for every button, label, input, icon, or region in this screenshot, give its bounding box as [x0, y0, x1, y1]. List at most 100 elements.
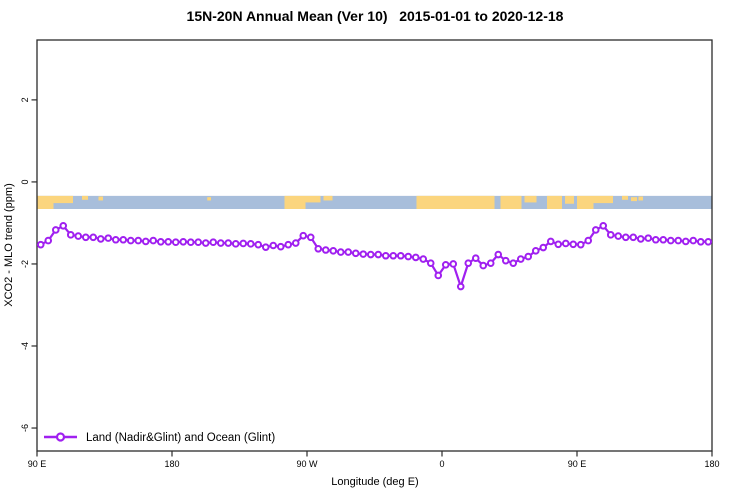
y-tick-label: -6	[20, 424, 30, 432]
land-segment	[323, 195, 333, 201]
data-point	[74, 232, 83, 240]
data-point	[314, 244, 323, 253]
data-point	[224, 239, 233, 247]
land-segment	[305, 195, 321, 203]
data-point	[614, 232, 623, 240]
data-point	[674, 236, 683, 245]
data-point	[434, 271, 443, 280]
x-tick-label: 90 W	[296, 459, 318, 469]
data-point	[51, 226, 60, 234]
data-point	[231, 240, 240, 248]
data-point	[164, 238, 173, 246]
data-point	[126, 236, 135, 245]
data-point	[606, 231, 615, 239]
data-point	[299, 231, 308, 240]
land-segment	[547, 195, 562, 209]
data-point	[426, 259, 435, 267]
legend-label: Land (Nadir&Glint) and Ocean (Glint)	[86, 432, 275, 444]
data-point	[629, 233, 638, 242]
data-point	[546, 237, 555, 246]
data-point	[576, 240, 585, 249]
y-tick-label: -2	[20, 260, 30, 268]
data-point	[599, 222, 608, 230]
land-segment	[524, 195, 537, 203]
land-segment	[37, 195, 54, 209]
land-segment	[98, 196, 103, 201]
data-point	[666, 236, 675, 245]
data-point	[359, 250, 368, 258]
data-point	[644, 234, 653, 242]
land-segment	[638, 196, 643, 201]
data-point	[621, 233, 630, 242]
y-tick-label: -4	[20, 342, 30, 350]
data-point	[89, 233, 98, 242]
ocean-strip	[37, 195, 712, 209]
data-point	[111, 235, 120, 244]
data-point	[171, 238, 180, 247]
data-point	[119, 235, 128, 244]
data-point	[479, 261, 488, 270]
land-segment	[631, 197, 637, 202]
data-point	[531, 247, 540, 255]
data-point	[216, 239, 225, 247]
data-point	[501, 256, 510, 265]
data-point	[134, 236, 143, 245]
data-point	[96, 235, 105, 243]
legend-marker	[55, 432, 66, 442]
x-tick-label: 90 E	[568, 459, 587, 469]
data-point	[44, 236, 53, 245]
x-tick-label: 90 E	[28, 459, 47, 469]
data-point	[381, 251, 390, 260]
data-point	[276, 242, 285, 251]
plot-frame	[36, 39, 713, 452]
data-point	[696, 238, 705, 246]
data-point	[636, 235, 645, 243]
y-tick-label: 0	[20, 179, 30, 184]
land-segment	[53, 195, 73, 204]
land-segment	[284, 195, 306, 209]
data-point	[689, 236, 698, 245]
data-point	[179, 238, 188, 246]
data-point	[344, 248, 353, 256]
data-point	[239, 239, 248, 248]
data-point	[584, 236, 593, 245]
x-tick-label: 180	[164, 459, 179, 469]
data-point	[336, 248, 345, 256]
chart-title: 15N-20N Annual Mean (Ver 10) 2015-01-01 …	[186, 8, 564, 24]
data-point	[59, 222, 68, 230]
data-point	[509, 259, 518, 267]
data-point	[261, 243, 270, 251]
data-point	[441, 260, 450, 269]
data-point	[141, 237, 150, 246]
data-point	[374, 250, 383, 259]
data-point	[516, 255, 525, 263]
data-point	[659, 235, 668, 244]
data-point	[329, 247, 338, 255]
data-point	[194, 238, 203, 247]
data-point	[561, 239, 570, 248]
land-segment	[593, 195, 613, 204]
y-tick-label: 2	[20, 97, 30, 102]
x-tick-label: 180	[704, 459, 719, 469]
data-point	[554, 240, 563, 249]
data-point	[411, 253, 420, 262]
data-point	[419, 255, 428, 263]
data-point	[704, 238, 713, 246]
data-point	[66, 231, 75, 239]
data-point	[269, 241, 278, 250]
data-point	[351, 249, 360, 258]
data-point	[486, 259, 495, 267]
land-segment	[622, 195, 628, 200]
data-point	[681, 237, 690, 246]
data-point	[149, 236, 158, 245]
data-point	[81, 233, 90, 242]
data-point	[186, 238, 195, 247]
land-segment	[565, 195, 574, 204]
data-point	[291, 239, 300, 247]
data-point	[366, 250, 375, 259]
data-point	[246, 240, 255, 248]
data-point	[404, 252, 413, 261]
data-point	[396, 251, 405, 260]
